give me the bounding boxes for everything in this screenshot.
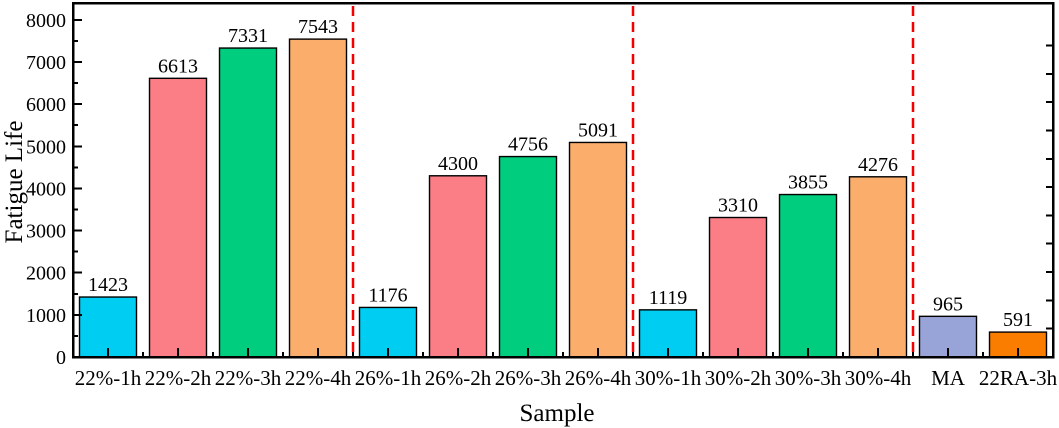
x-tick-label-30pct-4h: 30%-4h — [845, 366, 912, 390]
bar-value-label: 7331 — [228, 25, 268, 47]
x-tick-label-26pct-4h: 26%-4h — [565, 366, 632, 390]
bar-22pct-1h — [78, 296, 138, 358]
bar-22pct-3h — [218, 47, 278, 358]
y-tick-label: 2000 — [26, 263, 66, 285]
plot-area: 0 1000 2000 3000 4000 5000 6000 7000 8000 1423 661… — [26, 1, 1058, 390]
bar-value-label: 4276 — [858, 154, 898, 176]
y-tick-label: 7000 — [26, 52, 66, 74]
x-tick-label-22pct-3h: 22%-3h — [215, 366, 282, 390]
y-tick-label: 8000 — [26, 10, 66, 32]
bar-value-label: 7543 — [298, 16, 338, 38]
bar-value-label: 6613 — [158, 55, 198, 77]
x-axis-title: Sample — [520, 400, 595, 427]
y-axis-title: Fatigue Life — [1, 121, 28, 244]
bar-26pct-4h — [568, 141, 628, 358]
x-tick-label-30pct-2h: 30%-2h — [705, 366, 772, 390]
y-tick-label: 4000 — [26, 178, 66, 200]
x-tick-label-ma: MA — [931, 366, 966, 390]
x-tick-label-30pct-3h: 30%-3h — [775, 366, 842, 390]
axes-frame — [71, 1, 1055, 359]
bar-value-label: 591 — [1003, 309, 1033, 331]
bar-22pct-4h — [288, 38, 348, 358]
bar-22pct-2h — [148, 77, 208, 358]
bar-value-label: 3855 — [788, 172, 828, 194]
bar-value-label: 1176 — [368, 284, 407, 306]
x-tick-label-22pct-1h: 22%-1h — [75, 366, 142, 390]
x-tick-label-22ra-3h: 22RA-3h — [979, 366, 1058, 390]
x-tick-label-26pct-2h: 26%-2h — [425, 366, 492, 390]
x-tick-label-22pct-2h: 22%-2h — [145, 366, 212, 390]
x-tick-label-22pct-4h: 22%-4h — [285, 366, 352, 390]
bar-30pct-3h — [778, 193, 838, 358]
y-tick-label: 1000 — [26, 305, 66, 327]
x-tick-label-26pct-1h: 26%-1h — [355, 366, 422, 390]
y-tick-label: 6000 — [26, 94, 66, 116]
bar-value-label: 4300 — [438, 153, 478, 175]
bar-value-label: 5091 — [578, 119, 618, 141]
bar-value-label: 3310 — [718, 195, 758, 217]
y-tick-label: 5000 — [26, 136, 66, 158]
bar-26pct-2h — [428, 175, 488, 358]
bar-30pct-4h — [848, 176, 908, 358]
bar-value-label: 965 — [933, 293, 963, 315]
y-tick-label: 3000 — [26, 221, 66, 243]
x-tick-label-30pct-1h: 30%-1h — [635, 366, 702, 390]
y-tick-label: 0 — [56, 347, 66, 369]
x-tick-label-26pct-3h: 26%-3h — [495, 366, 562, 390]
bar-value-label: 1119 — [649, 287, 688, 309]
bar-30pct-2h — [708, 216, 768, 358]
bar-26pct-3h — [498, 155, 558, 358]
bar-value-label: 4756 — [508, 134, 548, 156]
bar-value-label: 1423 — [88, 274, 128, 296]
